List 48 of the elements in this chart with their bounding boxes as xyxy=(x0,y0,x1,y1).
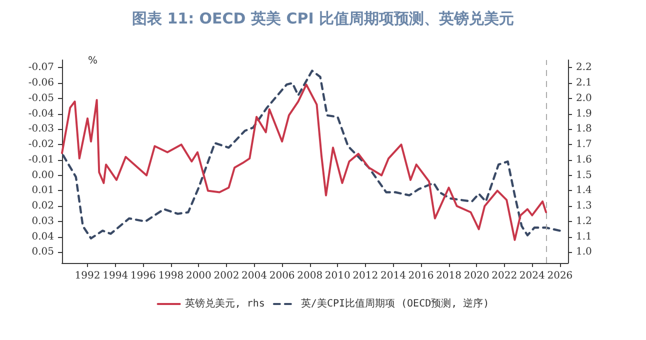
y-tick-label: -0.01 xyxy=(28,154,54,166)
legend-label: 英镑兑美元, rhs xyxy=(184,298,265,310)
x-tick-label: 2018 xyxy=(436,270,462,282)
y2-tick-label: 1.0 xyxy=(576,246,592,258)
y2-tick-label: 1.9 xyxy=(576,108,592,120)
y2-tick-label: 1.3 xyxy=(576,200,592,212)
x-tick-label: 2002 xyxy=(214,270,240,282)
y-tick-label: -0.03 xyxy=(28,124,54,135)
y-tick-label: 0.05 xyxy=(32,246,54,258)
x-tick-label: 2012 xyxy=(352,270,378,282)
x-tick-label: 1994 xyxy=(102,270,128,282)
y2-tick-label: 2.1 xyxy=(576,78,592,89)
y-tick-label: 0.03 xyxy=(32,216,54,227)
x-tick-label: 2020 xyxy=(464,270,490,282)
y-tick-label: 0.00 xyxy=(32,170,54,181)
x-tick-label: 2004 xyxy=(242,270,267,282)
y-tick-label: 0.01 xyxy=(32,185,54,196)
x-tick-label: 2000 xyxy=(186,270,212,282)
x-tick-label: 2026 xyxy=(547,270,573,282)
y2-tick-label: 2.2 xyxy=(576,62,592,74)
x-tick-label: 1998 xyxy=(158,270,184,282)
y-tick-label: -0.06 xyxy=(28,78,54,89)
y2-tick-label: 1.6 xyxy=(576,154,592,166)
y-tick-label: 0.04 xyxy=(32,231,54,242)
y2-tick-label: 1.8 xyxy=(576,124,592,135)
x-tick-label: 1992 xyxy=(74,270,100,282)
y-tick-label: -0.05 xyxy=(28,92,54,104)
x-tick-label: 1996 xyxy=(130,270,156,282)
y-tick-label: -0.04 xyxy=(28,108,54,120)
x-tick-label: 2022 xyxy=(492,270,518,282)
y-axis-title: % xyxy=(88,56,98,66)
legend-label: 英/美CPI比值周期项 (OECD预测, 逆序) xyxy=(300,298,490,310)
x-tick-label: 2014 xyxy=(380,270,406,282)
y2-tick-label: 1.7 xyxy=(576,139,592,150)
x-tick-label: 2010 xyxy=(324,270,350,282)
x-tick-label: 2008 xyxy=(297,270,323,282)
y2-tick-label: 1.5 xyxy=(576,170,592,181)
x-tick-label: 2006 xyxy=(269,270,295,282)
chart-title: 图表 11: OECD 英美 CPI 比值周期项预测、英镑兑美元 xyxy=(132,10,514,28)
y2-tick-label: 2.0 xyxy=(576,92,592,104)
y2-tick-label: 1.1 xyxy=(576,231,592,242)
x-tick-label: 2016 xyxy=(408,270,434,282)
y2-tick-label: 1.2 xyxy=(576,216,592,227)
y-tick-label: -0.07 xyxy=(28,62,54,74)
y-tick-label: -0.02 xyxy=(28,139,54,150)
y-tick-label: 0.02 xyxy=(32,200,54,212)
x-tick-label: 2024 xyxy=(519,270,545,282)
y2-tick-label: 1.4 xyxy=(576,185,592,196)
